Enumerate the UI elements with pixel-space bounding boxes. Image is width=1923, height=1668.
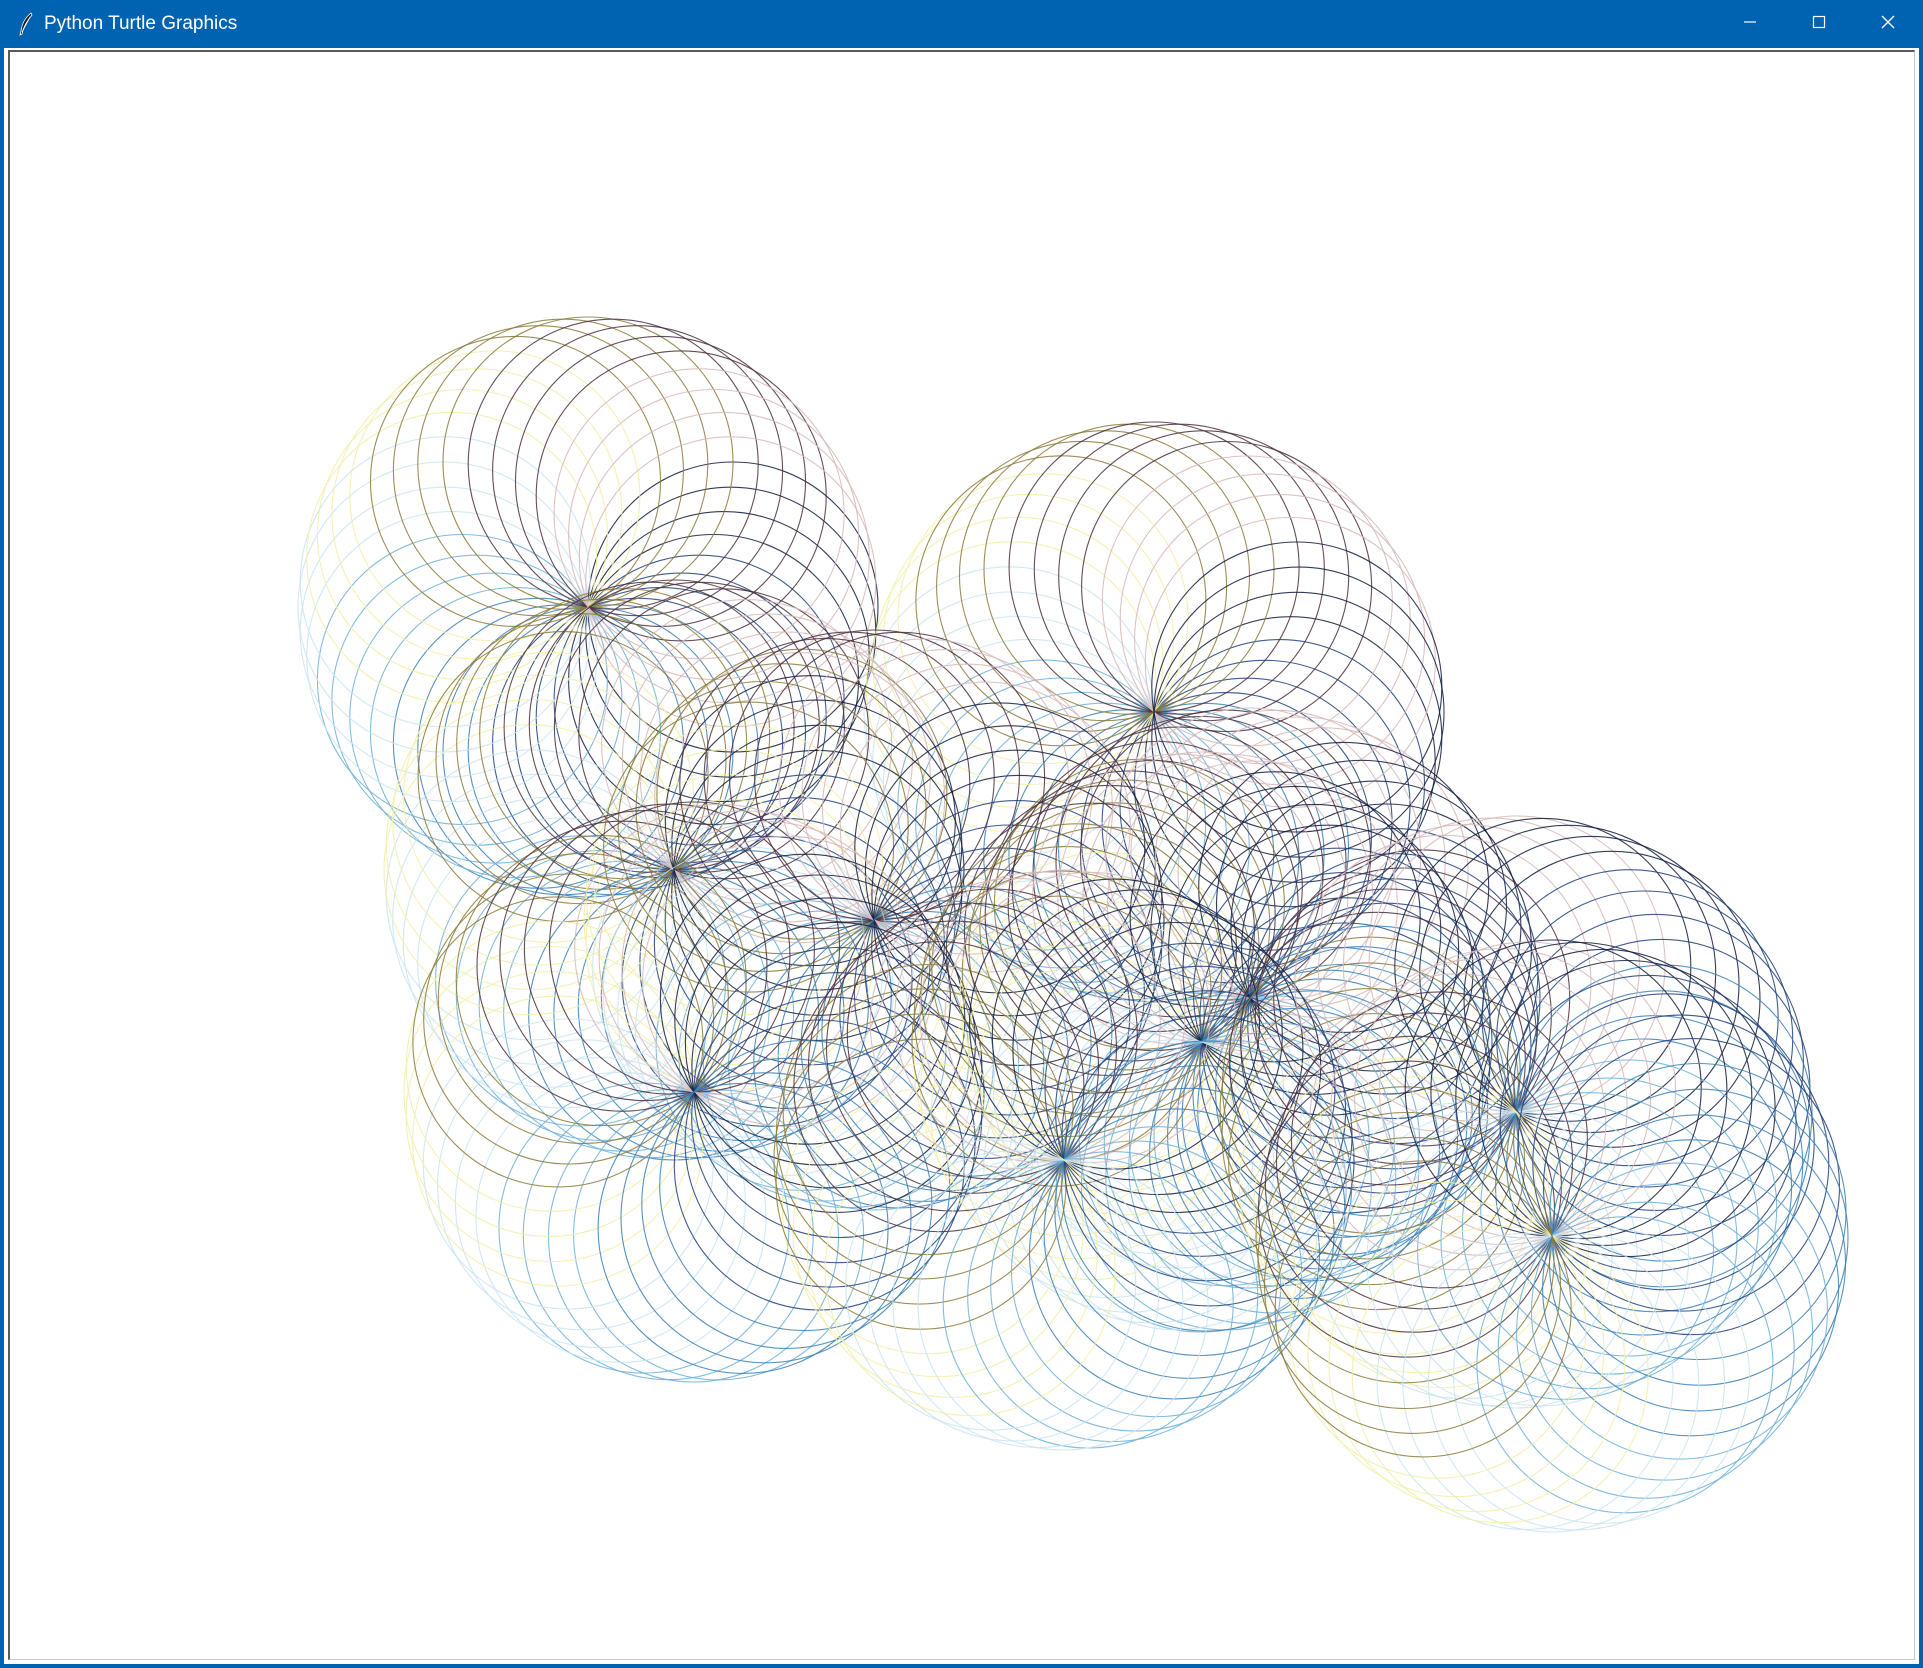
spiro-circle (1476, 1216, 1774, 1514)
rosette-5 (403, 801, 985, 1383)
spiro-circle (1516, 1183, 1814, 1481)
spiro-circle (1030, 1039, 1322, 1331)
spiro-circle (1307, 1200, 1605, 1498)
spiro-circle (653, 797, 945, 1089)
spiro-circle (691, 972, 983, 1264)
window-client-area (4, 48, 1919, 1664)
spiro-circle (1513, 990, 1811, 1288)
spiro-circle (1351, 1226, 1649, 1524)
spiro-circle (492, 325, 784, 617)
spiro-circle (806, 1106, 1098, 1399)
spiro-circle (853, 847, 1145, 1139)
turtle-canvas[interactable] (10, 52, 1914, 1659)
spiro-circle (597, 1082, 889, 1374)
spiro-circle (867, 1150, 1160, 1442)
spiro-circle (1461, 1077, 1759, 1375)
spiro-circle (1442, 835, 1740, 1133)
spiro-circle (807, 920, 1100, 1212)
spiro-circle (825, 902, 1118, 1194)
spiro-circle (620, 1072, 912, 1364)
rosette-1 (297, 316, 879, 898)
spiro-circle (1497, 1201, 1795, 1499)
spiro-circle (824, 1124, 1116, 1417)
spiro-circle (1254, 867, 1552, 1165)
spiro-circle (467, 318, 759, 610)
spiro-circle (1340, 1109, 1638, 1407)
spiro-circle (1061, 1040, 1353, 1332)
spiro-circle (1530, 1162, 1829, 1460)
spiro-circle (1257, 1111, 1555, 1410)
rosette-10 (1255, 939, 1849, 1533)
spiro-circle (1239, 888, 1537, 1186)
spiro-circle (535, 350, 827, 642)
spiro-circle (1480, 1059, 1778, 1357)
spiro-circle (1192, 946, 1484, 1238)
spiro-circle (1495, 1038, 1793, 1336)
spiro-circle (1289, 1181, 1587, 1479)
spiro-circle (1376, 1232, 1674, 1531)
spiro-circle (553, 368, 845, 660)
spiro-circle (1309, 973, 1607, 1271)
spiro-circle (514, 335, 807, 627)
close-icon (1880, 14, 1896, 35)
spiro-circle (1275, 1012, 1574, 1310)
minimize-button[interactable] (1715, 0, 1785, 48)
spiro-circle (1238, 1036, 1536, 1334)
rosette-7 (911, 751, 1493, 1333)
maximize-button[interactable] (1784, 0, 1854, 48)
title-bar[interactable]: Python Turtle Graphics (0, 0, 1923, 48)
spiro-circle (1506, 1015, 1804, 1313)
spiro-circle (1481, 869, 1779, 1167)
spiro-circle (1548, 1114, 1847, 1412)
spiro-circle (1181, 969, 1473, 1261)
maximize-icon (1811, 14, 1827, 35)
spiro-circle (1499, 974, 1797, 1272)
spiro-circle (1054, 1064, 1346, 1357)
turtle-canvas-frame (8, 50, 1915, 1660)
spiro-circle (585, 436, 877, 728)
feather-icon (18, 12, 36, 36)
spiro-circle (845, 1139, 1137, 1431)
close-button[interactable] (1853, 0, 1923, 48)
spiro-circle (1315, 1102, 1613, 1400)
spiro-circle (1328, 1214, 1626, 1513)
spiro-circle (1274, 1160, 1572, 1458)
spiro-circle (1532, 1014, 1830, 1312)
spiro-circle (1028, 1108, 1321, 1400)
spiro-circle (1463, 850, 1761, 1148)
spiro-circle (1478, 959, 1776, 1258)
spiro-circle (1330, 958, 1628, 1256)
spiro-circle (1263, 1136, 1562, 1434)
spiro-circle (1012, 903, 1304, 1196)
rosette-9 (1219, 815, 1813, 1409)
rosette-8 (773, 869, 1355, 1451)
spiro-circle (1517, 993, 1815, 1291)
spiro-circle (1542, 1139, 1840, 1437)
minimize-icon (1742, 14, 1758, 35)
spiro-circle (892, 1157, 1184, 1449)
window-title: Python Turtle Graphics (44, 13, 238, 34)
spiro-circle (684, 996, 976, 1288)
spiro-circle (1043, 1087, 1335, 1379)
spiro-circle (1290, 991, 1588, 1289)
